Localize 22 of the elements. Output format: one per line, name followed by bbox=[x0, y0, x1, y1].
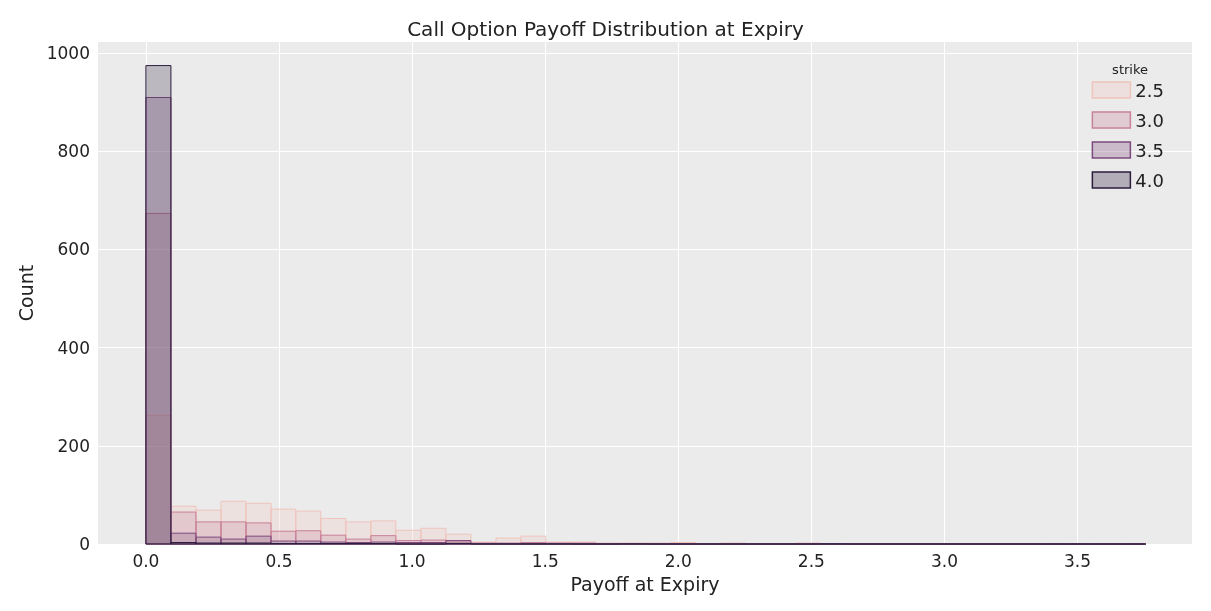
y-tick-label: 1000 bbox=[46, 42, 90, 63]
legend-label: 4.0 bbox=[1135, 169, 1165, 191]
legend-label: 2.5 bbox=[1135, 79, 1165, 101]
y-axis-title: Count bbox=[15, 264, 38, 322]
x-tick-label: 0.0 bbox=[132, 550, 160, 571]
x-tick-label: 1.5 bbox=[531, 550, 559, 571]
x-tick-label: 3.0 bbox=[930, 550, 958, 571]
y-tick-label: 800 bbox=[57, 141, 90, 162]
x-axis-title: Payoff at Expiry bbox=[570, 572, 720, 595]
x-tick-label: 2.5 bbox=[797, 550, 825, 571]
legend-label: 3.5 bbox=[1135, 139, 1165, 161]
legend-label: 3.0 bbox=[1135, 109, 1165, 131]
x-tick-label: 1.0 bbox=[398, 550, 426, 571]
y-tick-label: 600 bbox=[57, 239, 90, 260]
x-tick-label: 2.0 bbox=[664, 550, 692, 571]
x-tick-label: 3.5 bbox=[1064, 550, 1092, 571]
y-tick-label: 200 bbox=[57, 435, 90, 456]
chart-title: Call Option Payoff Distribution at Expiry bbox=[407, 17, 805, 41]
legend-title: strike bbox=[1112, 62, 1148, 77]
x-tick-label: 0.5 bbox=[265, 550, 293, 571]
y-tick-label: 400 bbox=[57, 337, 90, 358]
y-tick-label: 0 bbox=[79, 534, 90, 554]
